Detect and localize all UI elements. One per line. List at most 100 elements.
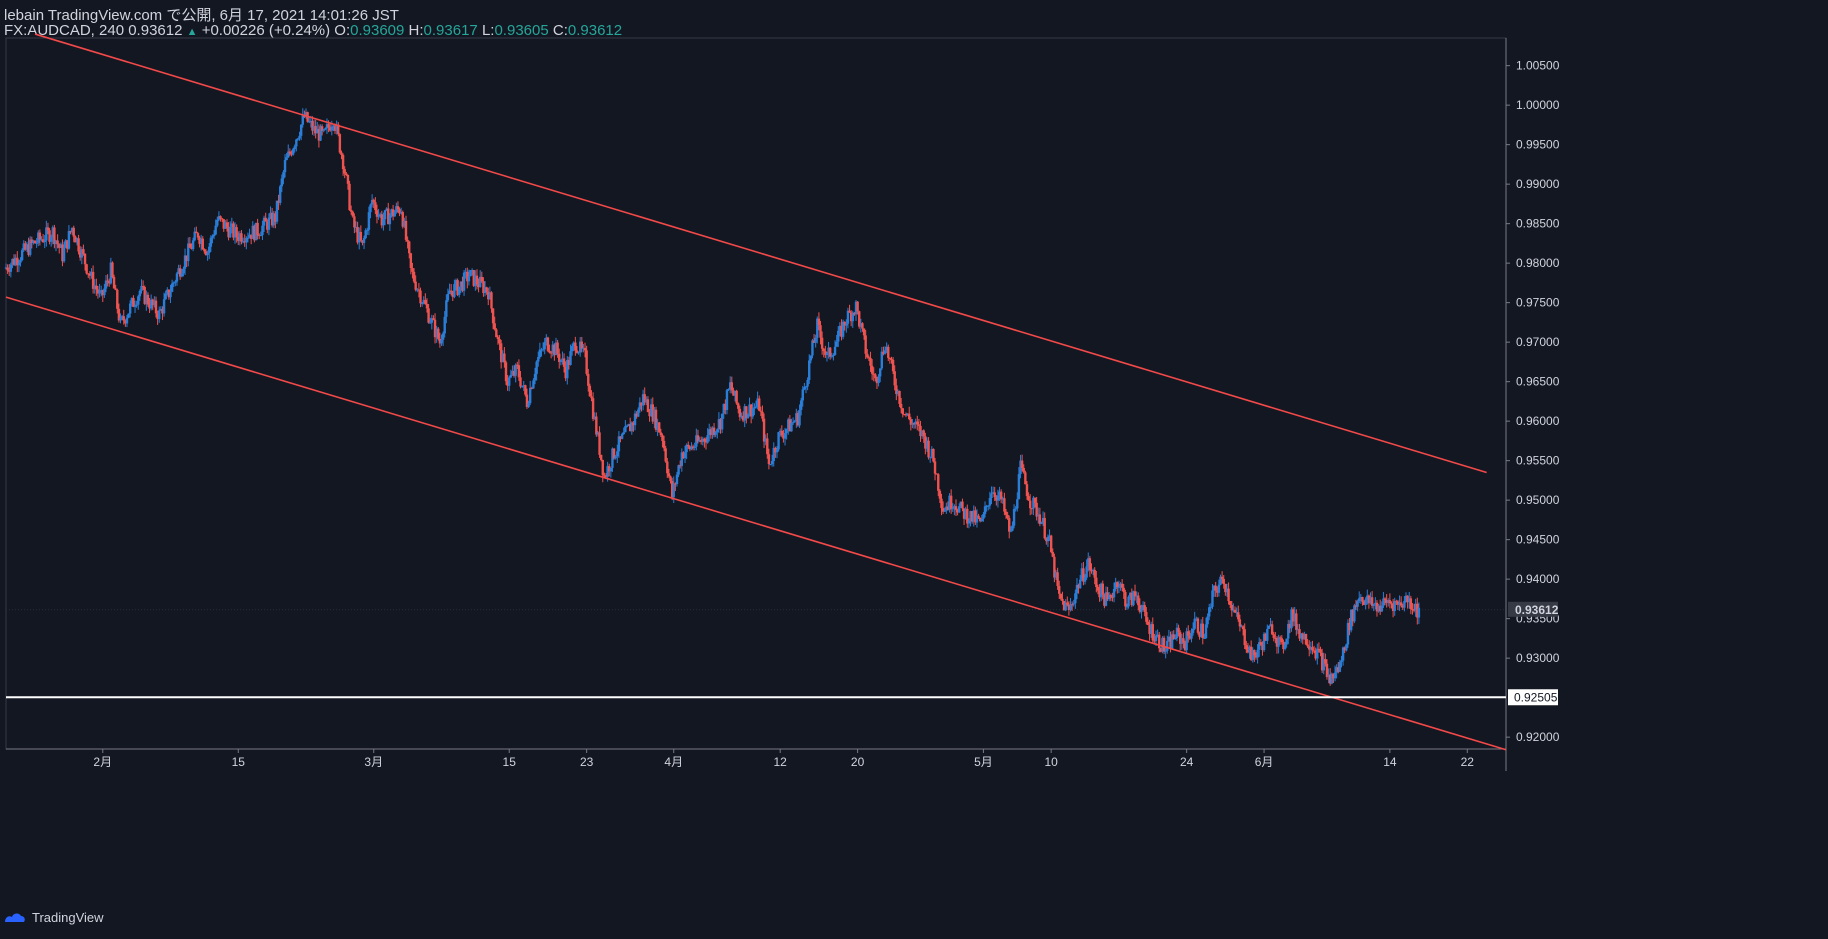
- candle-body: [1346, 622, 1350, 645]
- candle-body: [819, 325, 822, 338]
- candle-body: [748, 404, 751, 415]
- candle-body: [161, 308, 164, 314]
- candle-body: [1077, 584, 1080, 589]
- candle-body: [1214, 585, 1217, 591]
- candle-body: [148, 304, 151, 309]
- candle-body: [282, 172, 285, 179]
- candle-body: [1054, 572, 1058, 578]
- time-axis[interactable]: 2月 15 3月 15 23 4月 12 20 5月 10 24 6月 14 22: [93, 749, 1474, 769]
- candle-body: [1296, 629, 1300, 631]
- candle-body: [241, 241, 245, 243]
- lower-channel-trendline[interactable]: [5, 296, 1507, 751]
- candle-body: [190, 247, 193, 250]
- candle-body: [467, 276, 471, 282]
- candle-body: [1172, 634, 1175, 640]
- candle-body: [117, 308, 121, 321]
- candle-body: [198, 237, 201, 244]
- price-axis[interactable]: 1.00500 1.00000 0.99500 0.99000 0.98500 0.980…: [1506, 59, 1560, 745]
- candle-body: [730, 382, 734, 391]
- candle-body: [308, 121, 311, 123]
- candle-body: [1085, 566, 1088, 578]
- candle-body: [612, 448, 616, 459]
- price-tick-label: 0.94000: [1516, 572, 1560, 586]
- candle-body: [66, 240, 69, 249]
- candle-body: [948, 495, 951, 510]
- candle-body: [1024, 472, 1027, 485]
- candle-body: [269, 212, 272, 218]
- candle-body: [25, 244, 29, 250]
- candle-body: [511, 370, 514, 375]
- candle-body: [493, 323, 496, 330]
- candle-body: [551, 344, 554, 353]
- candle-body: [454, 280, 458, 285]
- candle-body: [416, 289, 419, 291]
- candle-body: [180, 273, 184, 277]
- candle-body: [946, 506, 950, 510]
- candle-body: [93, 285, 96, 289]
- candle-body: [1203, 637, 1206, 639]
- drawings-layer[interactable]: [5, 33, 1507, 751]
- candle-body: [817, 318, 821, 326]
- candle-body: [458, 286, 461, 295]
- candle-body: [1287, 623, 1290, 639]
- candle-body: [1398, 602, 1401, 605]
- candle-body: [578, 341, 582, 353]
- candle-body: [116, 289, 119, 309]
- candle-body: [725, 390, 729, 411]
- upper-channel-trendline[interactable]: [34, 33, 1487, 474]
- candle-body: [70, 227, 74, 233]
- candle-body: [1277, 637, 1280, 647]
- candle-body: [149, 299, 153, 309]
- candle-body: [1156, 634, 1159, 636]
- candle-body: [87, 273, 90, 275]
- candle-body: [704, 441, 708, 443]
- candle-body: [1149, 624, 1153, 634]
- candle-body: [517, 365, 521, 378]
- candle-body: [96, 289, 100, 294]
- candle-body: [138, 290, 142, 297]
- candle-body: [1190, 632, 1193, 639]
- candle-body: [953, 506, 956, 509]
- candle-body: [772, 447, 775, 462]
- candle-body: [1370, 597, 1374, 606]
- candle-body: [919, 425, 922, 437]
- candle-body: [275, 200, 279, 222]
- candle-body: [1093, 569, 1096, 578]
- candle-body: [399, 212, 403, 214]
- candle-body: [1222, 578, 1225, 585]
- candle-body: [882, 351, 885, 354]
- candle-body: [16, 257, 19, 266]
- candle-body: [472, 270, 475, 286]
- candle-body: [519, 377, 522, 387]
- candle-body: [203, 249, 206, 252]
- candle-body: [1259, 642, 1263, 645]
- candle-body: [532, 380, 535, 389]
- candle-body: [1116, 582, 1119, 588]
- candle-body: [787, 419, 790, 430]
- candle-body: [906, 413, 909, 416]
- candle-body: [1412, 609, 1416, 611]
- candle-body: [222, 219, 225, 229]
- candle-body: [604, 476, 608, 478]
- candle-body: [1006, 514, 1009, 519]
- candle-body: [1324, 659, 1327, 664]
- time-tick-label: 2月: [93, 755, 112, 769]
- candle-body: [459, 281, 463, 287]
- footer-brand[interactable]: TradingView: [4, 910, 104, 925]
- candle-body: [708, 429, 711, 436]
- candle-body: [340, 152, 343, 155]
- candle-body: [30, 239, 34, 244]
- candle-body: [732, 390, 735, 396]
- candle-body: [509, 374, 513, 378]
- candle-body: [441, 333, 445, 340]
- candle-body: [477, 284, 480, 288]
- candle-body: [72, 227, 75, 237]
- candle-body: [893, 371, 896, 386]
- candle-body: [78, 251, 82, 258]
- candle-body: [1356, 601, 1359, 607]
- candle-body: [791, 422, 795, 424]
- candle-body: [798, 409, 801, 426]
- candle-body: [1033, 497, 1037, 503]
- candle-body: [395, 206, 398, 213]
